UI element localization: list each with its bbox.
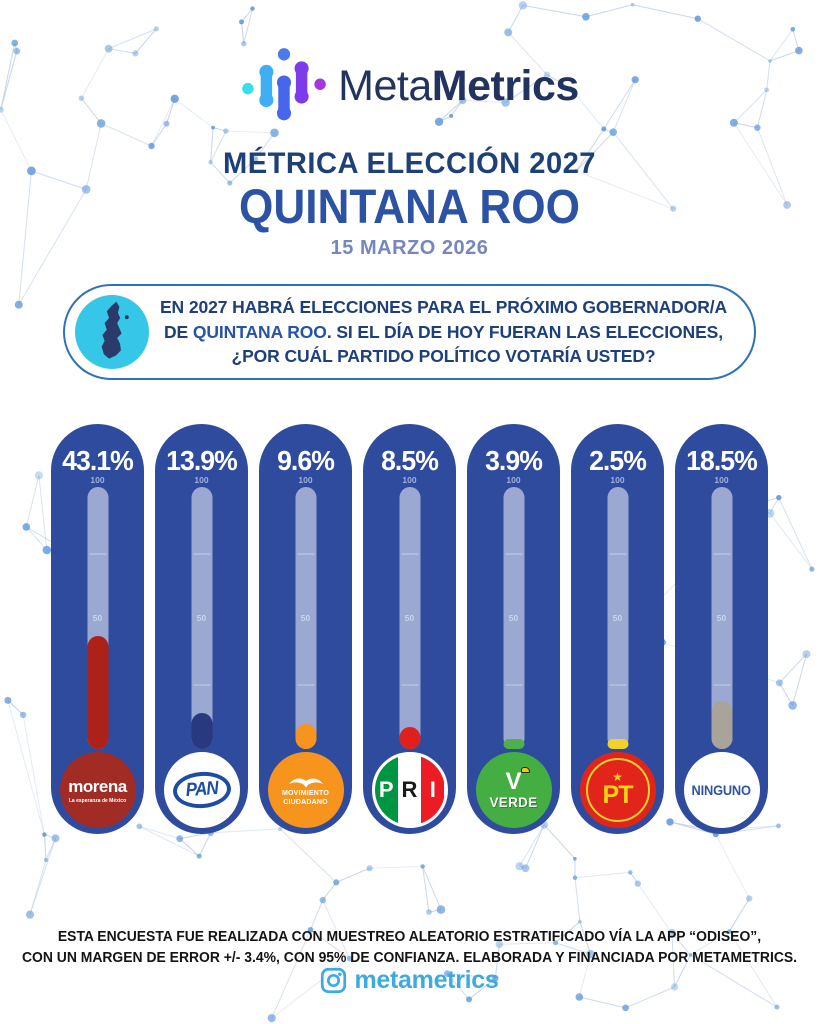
therm-fill-verde — [503, 738, 524, 749]
mc-wordmark-line2: CIUDADANO — [283, 798, 328, 806]
therm-track: 50 — [191, 487, 212, 749]
therm-fill-ninguno — [711, 700, 732, 749]
tick-50: 50 — [300, 613, 311, 623]
survey-title-year: 2027 — [529, 147, 596, 180]
brand-logo: MetaMetrics — [0, 46, 819, 126]
survey-title: MÉTRICA ELECCIÓN 2027 — [12, 147, 806, 181]
state-map-badge — [75, 295, 149, 369]
instagram-icon — [321, 967, 347, 994]
tick-100: 100 — [90, 475, 105, 485]
pct-label-pri: 8.5% — [381, 445, 439, 476]
brand-name-bold: Metrics — [431, 61, 580, 110]
tick-100: 100 — [506, 475, 521, 485]
therm-column-pri: 8.5% 100 50 P R I — [363, 424, 456, 834]
tick-50: 50 — [404, 613, 415, 623]
pct-label-pan: 13.9% — [166, 445, 238, 476]
party-logo-morena: morena La esperanza de México — [59, 752, 136, 828]
survey-question: EN 2027 HABRÁ ELECCIONES PARA EL PRÓXIMO… — [159, 295, 728, 370]
question-part1: EN — [159, 296, 189, 317]
therm-column-verde: 3.9% 100 50 V VERDE — [467, 424, 560, 834]
mc-eagle-icon — [288, 778, 323, 788]
question-box: EN 2027 HABRÁ ELECCIONES PARA EL PRÓXIMO… — [63, 284, 756, 380]
tick-50: 50 — [612, 613, 623, 623]
morena-wordmark: morena — [68, 776, 127, 796]
party-logo-pt: ★ PT — [579, 752, 656, 828]
therm-column-pt: 2.5% 100 50 ★ PT — [571, 424, 664, 834]
instagram-handle[interactable]: metametrics — [0, 966, 819, 995]
state-title: QUINTANA ROO — [238, 181, 580, 234]
methodology-note: ESTA ENCUESTA FUE REALIZADA CON MUESTREO… — [16, 927, 802, 969]
therm-track: 50 — [711, 487, 732, 749]
pt-wordmark: PT — [602, 780, 634, 809]
therm-column-mc: 9.6% 100 50 MOVIMIENTO CIUDADANO — [259, 424, 352, 834]
pri-letter-i: I — [421, 755, 445, 825]
question-part2: HABRÁ ELECCIONES PARA EL PRÓXIMO GOBERNA… — [164, 296, 728, 342]
brand-name: MetaMetrics — [338, 62, 579, 111]
therm-column-morena: 43.1% 100 50 morena La esperanza de Méxi… — [51, 424, 144, 834]
therm-fill-pan — [191, 712, 212, 749]
pan-oval-ring: PAN — [171, 770, 232, 810]
question-bold-year: 2027 — [188, 296, 228, 317]
party-logo-mc: MOVIMIENTO CIUDADANO — [267, 752, 344, 828]
tick-100: 100 — [194, 475, 209, 485]
therm-track: 50 — [607, 487, 628, 749]
survey-title-text: MÉTRICA ELECCIÓN — [223, 147, 530, 180]
pan-wordmark: PAN — [184, 777, 219, 802]
methodology-line1: ESTA ENCUESTA FUE REALIZADA CON MUESTREO… — [57, 929, 762, 945]
therm-track: 50 — [399, 487, 420, 749]
question-part3: . SI EL DÍA DE HOY FUERAN LAS ELECCIONES… — [231, 321, 723, 367]
therm-fill-pt — [607, 739, 628, 749]
party-logo-pan: PAN — [163, 752, 240, 828]
survey-date: 15 MARZO 2026 — [330, 237, 489, 259]
pct-label-morena: 43.1% — [62, 445, 134, 476]
party-logo-verde: V VERDE — [475, 752, 552, 828]
pri-letter-p: P — [374, 755, 398, 825]
pct-label-pt: 2.5% — [589, 445, 647, 476]
verde-toucan-accent — [520, 767, 530, 773]
tick-50: 50 — [716, 613, 727, 623]
quintana-roo-map-icon — [101, 301, 129, 359]
therm-fill-mc — [295, 723, 316, 749]
therm-column-ninguno: 18.5% 100 50 NINGUNO — [675, 424, 768, 834]
question-bold-state: QUINTANA ROO — [192, 321, 327, 342]
tick-100: 100 — [714, 475, 729, 485]
tick-50: 50 — [92, 613, 103, 623]
party-logo-pri: P R I — [371, 752, 448, 828]
therm-fill-morena — [87, 636, 108, 749]
option-logo-ninguno: NINGUNO — [683, 752, 760, 828]
therm-track: 50 — [295, 487, 316, 749]
thermometer-chart: 43.1% 100 50 morena La esperanza de Méxi… — [0, 424, 819, 834]
ninguno-label: NINGUNO — [691, 782, 752, 798]
pri-letter-r: R — [397, 755, 422, 825]
pt-ring: ★ PT — [585, 758, 650, 822]
therm-track: 50 — [503, 487, 524, 749]
verde-v-mark: V — [505, 767, 530, 794]
tick-50: 50 — [196, 613, 207, 623]
pri-tricolor: P R I — [374, 755, 445, 825]
tick-100: 100 — [402, 475, 417, 485]
instagram-username: metametrics — [354, 966, 499, 994]
tick-50: 50 — [508, 613, 519, 623]
therm-track: 50 — [87, 487, 108, 749]
pct-label-mc: 9.6% — [277, 445, 335, 476]
therm-column-pan: 13.9% 100 50 PAN — [155, 424, 248, 834]
pct-label-ninguno: 18.5% — [686, 445, 758, 476]
therm-fill-pri — [399, 726, 420, 749]
morena-tagline: La esperanza de México — [68, 797, 127, 804]
tick-100: 100 — [610, 475, 625, 485]
verde-wordmark: VERDE — [489, 795, 538, 810]
brand-name-light: Meta — [338, 61, 432, 110]
tick-100: 100 — [298, 475, 313, 485]
metametrics-logo-icon — [242, 48, 326, 121]
mc-wordmark-line1: MOVIMIENTO — [282, 789, 329, 797]
pt-star-icon: ★ — [612, 769, 623, 784]
methodology-line2: CON UN MARGEN DE ERROR +/- 3.4%, CON 95%… — [21, 950, 798, 967]
pct-label-verde: 3.9% — [485, 445, 543, 476]
